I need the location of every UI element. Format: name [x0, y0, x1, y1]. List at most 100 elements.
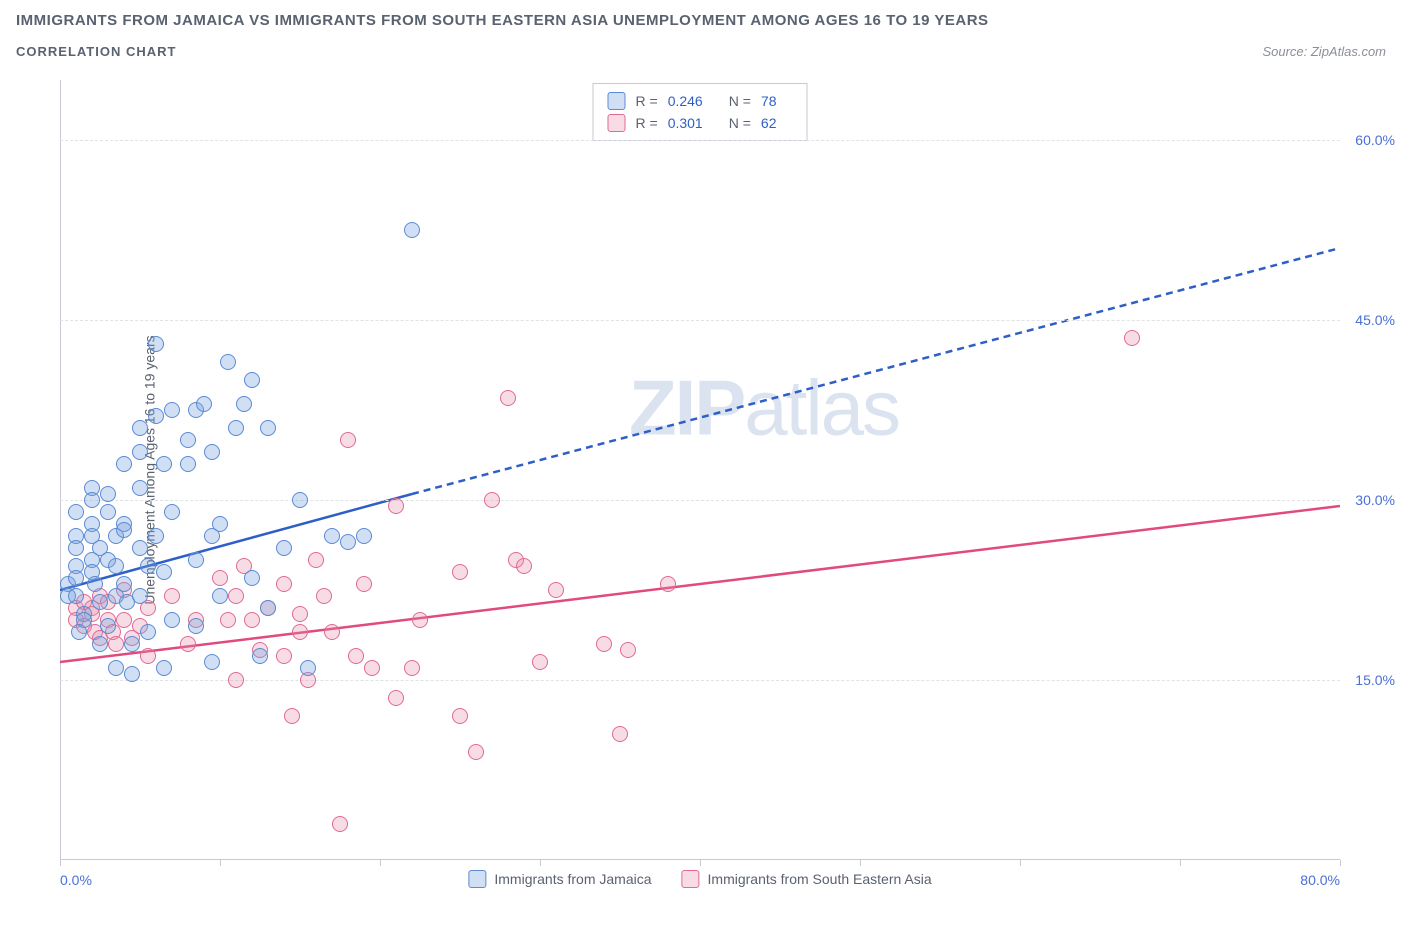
xtick: [1020, 860, 1021, 866]
xtick: [540, 860, 541, 866]
legend-label-blue: Immigrants from Jamaica: [494, 871, 651, 887]
scatter-point-pink: [620, 642, 636, 658]
n-label: N =: [729, 115, 751, 131]
scatter-point-pink: [596, 636, 612, 652]
watermark-atlas: atlas: [744, 363, 899, 451]
scatter-point-blue: [132, 420, 148, 436]
scatter-point-pink: [404, 660, 420, 676]
scatter-point-blue: [204, 444, 220, 460]
scatter-point-blue: [124, 636, 140, 652]
plot-region: ZIPatlas R = 0.246 N = 78 R = 0.301 N = …: [60, 80, 1340, 860]
scatter-point-blue: [132, 444, 148, 460]
legend-series: Immigrants from Jamaica Immigrants from …: [468, 870, 931, 888]
scatter-point-blue: [156, 564, 172, 580]
scatter-point-blue: [116, 456, 132, 472]
scatter-point-pink: [1124, 330, 1140, 346]
scatter-point-blue: [68, 540, 84, 556]
legend-label-pink: Immigrants from South Eastern Asia: [708, 871, 932, 887]
xtick: [60, 860, 61, 866]
chart-title-main: IMMIGRANTS FROM JAMAICA VS IMMIGRANTS FR…: [16, 12, 989, 29]
scatter-point-blue: [244, 372, 260, 388]
xtick-label: 0.0%: [60, 872, 92, 888]
scatter-point-blue: [132, 480, 148, 496]
scatter-point-pink: [348, 648, 364, 664]
scatter-point-blue: [148, 408, 164, 424]
scatter-point-blue: [260, 420, 276, 436]
watermark: ZIPatlas: [629, 362, 899, 453]
scatter-point-blue: [188, 552, 204, 568]
ytick-label: 15.0%: [1355, 672, 1395, 688]
xtick: [1340, 860, 1341, 866]
scatter-point-pink: [292, 606, 308, 622]
scatter-point-pink: [316, 588, 332, 604]
xtick: [700, 860, 701, 866]
scatter-point-blue: [212, 588, 228, 604]
scatter-point-pink: [500, 390, 516, 406]
scatter-point-pink: [276, 648, 292, 664]
scatter-point-blue: [124, 666, 140, 682]
gridline-h: [60, 680, 1340, 681]
gridline-h: [60, 500, 1340, 501]
scatter-point-blue: [324, 528, 340, 544]
chart-title-sub: CORRELATION CHART: [16, 44, 176, 59]
scatter-point-blue: [132, 588, 148, 604]
scatter-point-blue: [116, 522, 132, 538]
scatter-point-blue: [180, 456, 196, 472]
scatter-point-pink: [244, 612, 260, 628]
scatter-point-blue: [68, 588, 84, 604]
scatter-point-blue: [244, 570, 260, 586]
swatch-blue-icon: [608, 92, 626, 110]
legend-item-pink: Immigrants from South Eastern Asia: [682, 870, 932, 888]
swatch-pink-icon: [608, 114, 626, 132]
scatter-point-blue: [116, 576, 132, 592]
scatter-point-blue: [84, 492, 100, 508]
scatter-point-blue: [100, 504, 116, 520]
scatter-point-pink: [340, 432, 356, 448]
ytick-label: 30.0%: [1355, 492, 1395, 508]
chart-area: Unemployment Among Ages 16 to 19 years Z…: [60, 80, 1340, 860]
scatter-point-pink: [452, 708, 468, 724]
scatter-point-pink: [212, 570, 228, 586]
scatter-point-blue: [196, 396, 212, 412]
scatter-point-pink: [228, 672, 244, 688]
scatter-point-blue: [68, 570, 84, 586]
scatter-point-blue: [100, 486, 116, 502]
scatter-point-blue: [188, 618, 204, 634]
n-value-blue: 78: [761, 93, 777, 109]
legend-stats-row-blue: R = 0.246 N = 78: [608, 90, 793, 112]
scatter-point-blue: [108, 558, 124, 574]
scatter-point-pink: [388, 498, 404, 514]
r-value-blue: 0.246: [668, 93, 703, 109]
scatter-point-pink: [468, 744, 484, 760]
r-value-pink: 0.301: [668, 115, 703, 131]
scatter-point-pink: [332, 816, 348, 832]
scatter-point-blue: [292, 492, 308, 508]
watermark-zip: ZIP: [629, 363, 744, 451]
scatter-point-blue: [92, 594, 108, 610]
scatter-point-pink: [292, 624, 308, 640]
scatter-point-pink: [228, 588, 244, 604]
r-label: R =: [636, 115, 658, 131]
scatter-point-blue: [132, 540, 148, 556]
scatter-point-blue: [300, 660, 316, 676]
scatter-point-blue: [204, 654, 220, 670]
scatter-point-blue: [108, 660, 124, 676]
xtick: [220, 860, 221, 866]
scatter-point-pink: [364, 660, 380, 676]
scatter-point-pink: [108, 636, 124, 652]
scatter-point-pink: [612, 726, 628, 742]
scatter-point-blue: [148, 336, 164, 352]
scatter-point-blue: [252, 648, 268, 664]
scatter-point-blue: [71, 624, 87, 640]
scatter-point-blue: [212, 516, 228, 532]
scatter-point-blue: [276, 540, 292, 556]
scatter-point-pink: [324, 624, 340, 640]
legend-item-blue: Immigrants from Jamaica: [468, 870, 651, 888]
scatter-point-pink: [116, 612, 132, 628]
scatter-point-pink: [308, 552, 324, 568]
legend-stats-row-pink: R = 0.301 N = 62: [608, 112, 793, 134]
scatter-point-blue: [87, 576, 103, 592]
scatter-point-blue: [92, 636, 108, 652]
scatter-point-pink: [516, 558, 532, 574]
scatter-point-blue: [164, 504, 180, 520]
